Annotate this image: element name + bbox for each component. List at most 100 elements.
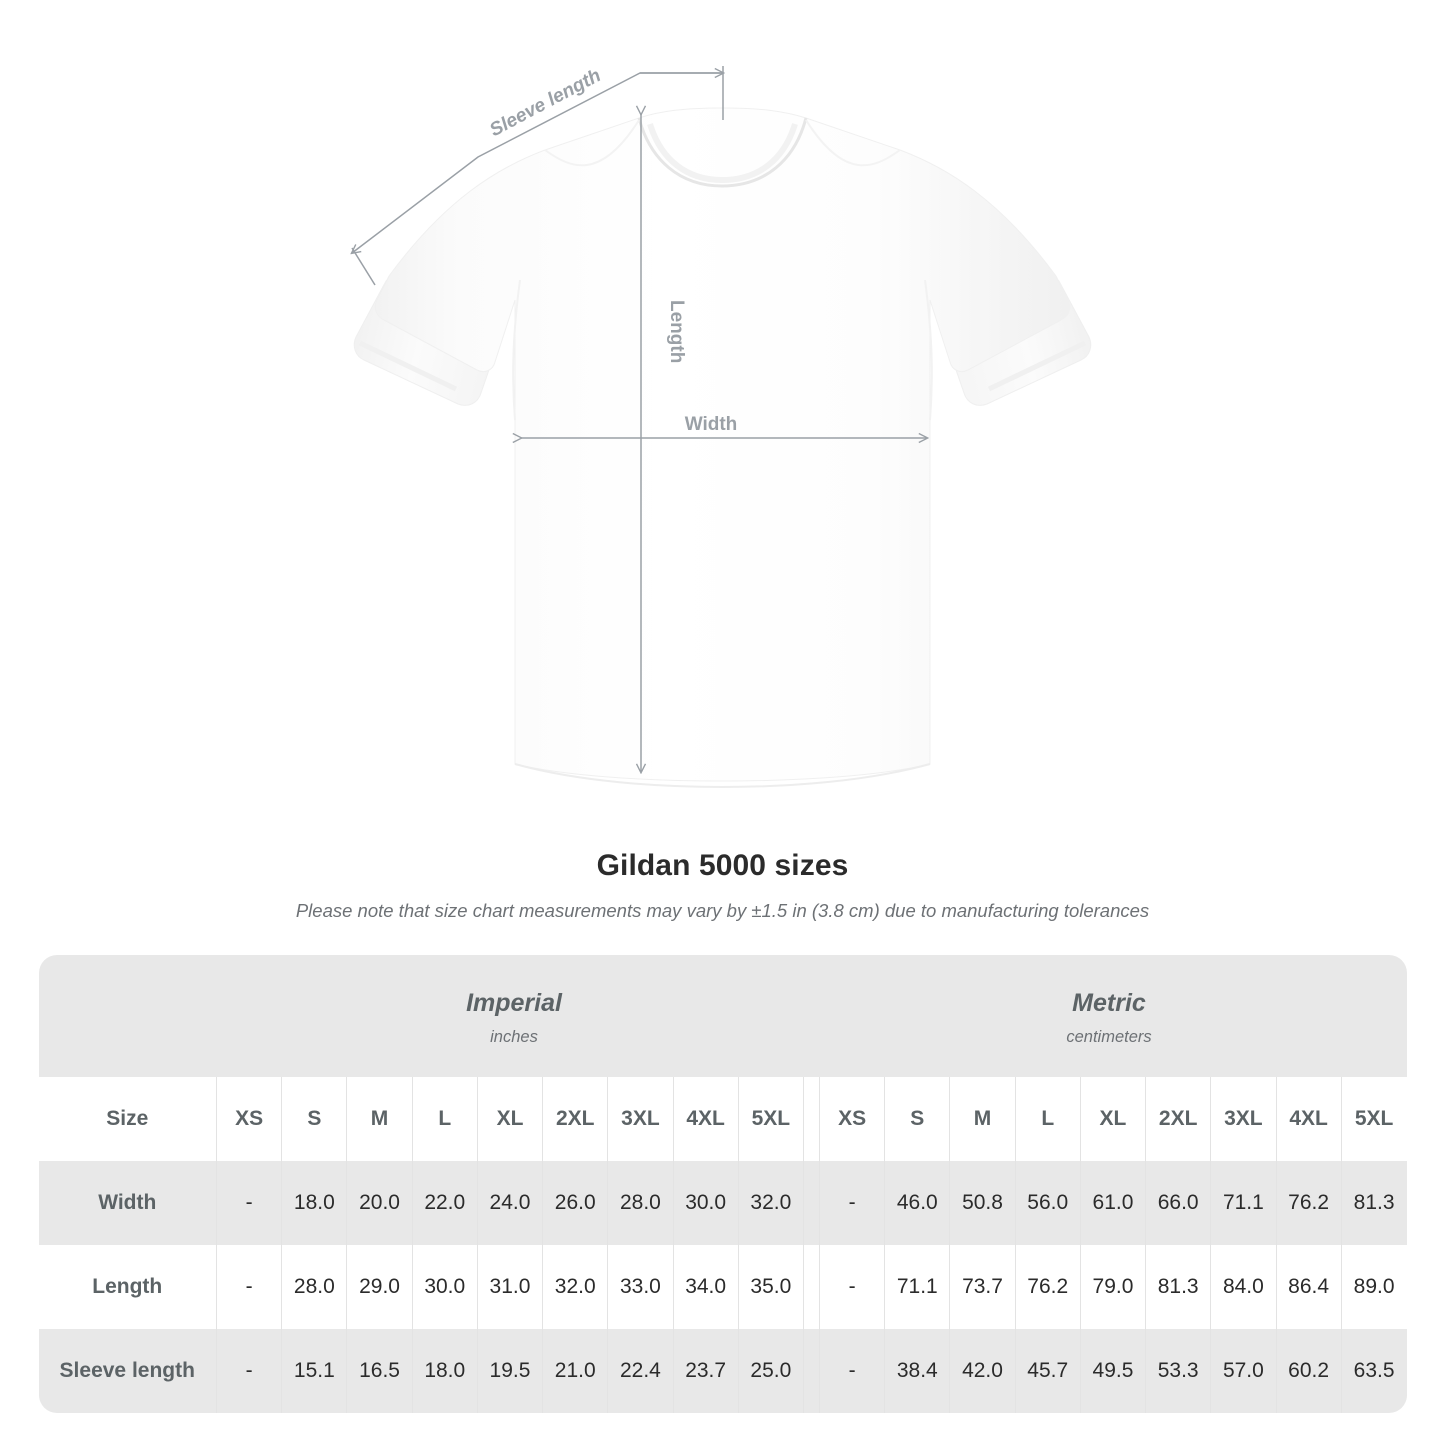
cell-metric-m: 73.7 [949,1245,1016,1330]
unit-group-imperial-name: Imperial [466,989,562,1018]
tolerance-note: Please note that size chart measurements… [295,900,1150,921]
cell-metric-xl: 61.0 [1079,1161,1146,1246]
cell-metric-4xl: 60.2 [1275,1329,1342,1414]
col-head-imperial-xs: XS [215,1077,282,1162]
cell-imperial-s: 18.0 [281,1161,347,1246]
table-row: Width -18.0 20.0 22.0 24.0 26.0 28.0 30.0 32.0-4… [38,1161,1407,1246]
col-head-metric-3xl: 3XL [1210,1077,1276,1162]
row-label-length: Length [92,1275,163,1299]
cell-metric-3xl: 71.1 [1210,1161,1276,1246]
row-label-width: Width [98,1191,157,1215]
title-block: Gildan 5000 sizes Please note that size … [0,840,1445,922]
tshirt-diagram: Sleeve length Length Width [0,65,1092,789]
cell-metric-s: 71.1 [884,1245,950,1330]
col-head-imperial-l: L [411,1077,478,1162]
width-dimension: Width [521,414,927,438]
cell-metric-xl: 49.5 [1079,1329,1146,1414]
cell-imperial-l: 30.0 [411,1245,478,1330]
cell-imperial-2xl: 32.0 [542,1245,608,1330]
unit-group-metric-name: Metric [1072,989,1146,1018]
cell-imperial-m: 20.0 [346,1161,413,1246]
col-head-imperial-5xl: 5XL [737,1077,804,1162]
col-head-imperial-2xl: 2XL [542,1077,608,1162]
row-label-sleeve-length: Sleeve length [59,1359,195,1383]
cell-metric-xl: 79.0 [1079,1245,1146,1330]
cell-metric-xs: - [818,1161,885,1246]
measurements-table: Size XS S M L XL 2XL 3XL 4XL 5XL XS S M L XL 2XL 3XL 4XL… [38,1077,1407,1414]
cell-metric-5xl: 81.3 [1340,1161,1407,1246]
cell-metric-4xl: 86.4 [1275,1245,1342,1330]
table-row: Sleeve length -15.1 16.5 18.0 19.5 21.0 22.4 23… [38,1329,1407,1414]
cell-metric-5xl: 89.0 [1340,1245,1407,1330]
cell-metric-4xl: 76.2 [1275,1161,1342,1246]
sleeve-length-label: Sleeve length [486,65,604,141]
tshirt-shape [353,107,1092,789]
cell-imperial-xl: 24.0 [476,1161,543,1246]
cell-metric-2xl: 66.0 [1145,1161,1211,1246]
cell-metric-s: 38.4 [884,1329,950,1414]
cell-imperial-l: 18.0 [411,1329,478,1414]
cell-metric-2xl: 81.3 [1145,1245,1211,1330]
unit-group-imperial: Imperial inches [217,955,812,1047]
cell-imperial-xs: - [215,1329,282,1414]
unit-group-divider [802,1077,820,1162]
col-head-metric-5xl: 5XL [1340,1077,1407,1162]
unit-group-divider [802,1329,820,1414]
page-title: Gildan 5000 sizes [596,849,849,882]
col-head-imperial-s: S [281,1077,347,1162]
col-head-imperial-3xl: 3XL [607,1077,674,1162]
cell-imperial-m: 16.5 [346,1329,413,1414]
cell-imperial-5xl: 35.0 [737,1245,804,1330]
cell-metric-m: 42.0 [949,1329,1016,1414]
cell-imperial-l: 22.0 [411,1161,478,1246]
cell-imperial-3xl: 33.0 [607,1245,674,1330]
cell-imperial-2xl: 26.0 [542,1161,608,1246]
col-head-metric-4xl: 4XL [1275,1077,1342,1162]
col-head-metric-xl: XL [1079,1077,1146,1162]
size-chart-table: Imperial inches Metric centimeters Size … [38,955,1407,1414]
cell-imperial-s: 15.1 [281,1329,347,1414]
col-head-metric-m: M [949,1077,1016,1162]
unit-group-metric-sub: centimeters [1066,1027,1152,1046]
col-head-imperial-xl: XL [476,1077,543,1162]
cell-metric-l: 45.7 [1014,1329,1081,1414]
cell-imperial-xl: 31.0 [476,1245,543,1330]
cell-imperial-5xl: 25.0 [737,1329,804,1414]
unit-group-divider [802,1161,820,1246]
unit-group-metric: Metric centimeters [812,955,1407,1047]
cell-imperial-xs: - [215,1245,282,1330]
unit-system-band: Imperial inches Metric centimeters [38,955,1407,1078]
cell-imperial-4xl: 30.0 [672,1161,739,1246]
cell-imperial-3xl: 22.4 [607,1329,674,1414]
cell-metric-l: 76.2 [1014,1245,1081,1330]
table-header-row: Size XS S M L XL 2XL 3XL 4XL 5XL XS S M L XL 2XL 3XL 4XL… [38,1077,1407,1162]
cell-imperial-xs: - [215,1161,282,1246]
col-head-metric-l: L [1014,1077,1081,1162]
cell-metric-xs: - [818,1245,885,1330]
length-label: Length [666,300,687,363]
cell-metric-3xl: 57.0 [1210,1329,1276,1414]
col-head-metric-s: S [884,1077,950,1162]
cell-metric-5xl: 63.5 [1340,1329,1407,1414]
cell-imperial-4xl: 34.0 [672,1245,739,1330]
cell-imperial-4xl: 23.7 [672,1329,739,1414]
col-head-metric-2xl: 2XL [1145,1077,1211,1162]
cell-metric-xs: - [818,1329,885,1414]
cell-imperial-5xl: 32.0 [737,1161,804,1246]
cell-metric-l: 56.0 [1014,1161,1081,1246]
cell-imperial-s: 28.0 [281,1245,347,1330]
cell-imperial-m: 29.0 [346,1245,413,1330]
col-head-metric-xs: XS [818,1077,885,1162]
size-corner-label: Size [106,1107,149,1131]
cell-imperial-3xl: 28.0 [607,1161,674,1246]
unit-group-divider [802,1245,820,1330]
cell-imperial-xl: 19.5 [476,1329,543,1414]
col-head-imperial-m: M [346,1077,413,1162]
cell-metric-s: 46.0 [884,1161,950,1246]
cell-metric-2xl: 53.3 [1145,1329,1211,1414]
cell-metric-m: 50.8 [949,1161,1016,1246]
cell-imperial-2xl: 21.0 [542,1329,608,1414]
cell-metric-3xl: 84.0 [1210,1245,1276,1330]
col-head-imperial-4xl: 4XL [672,1077,739,1162]
unit-group-imperial-sub: inches [490,1027,538,1046]
